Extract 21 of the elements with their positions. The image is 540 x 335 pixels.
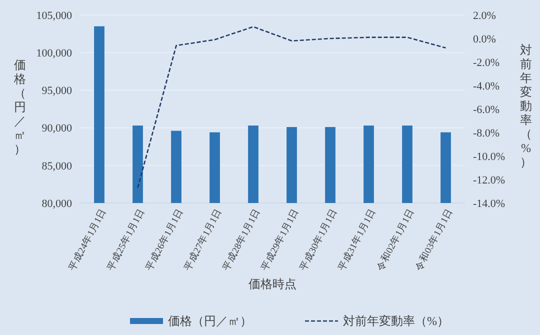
- y2-tick-label: -10.0%: [473, 150, 506, 163]
- y2-tick-label: -14.0%: [473, 198, 506, 210]
- y2-tick-label: -12.0%: [473, 174, 506, 186]
- y-tick-label: 100,000: [36, 47, 72, 60]
- y-axis-title: 価格（円／㎡）: [13, 58, 26, 156]
- legend-label: 対前年変動率（%）: [343, 314, 449, 328]
- x-axis-title: 価格時点: [248, 277, 296, 291]
- line-series: [137, 26, 446, 188]
- legend-label: 価格（円／㎡）: [168, 314, 252, 328]
- y2-tick-label: -2.0%: [473, 56, 500, 69]
- y2-tick-label: -4.0%: [473, 80, 500, 92]
- y-tick-label: 95,000: [42, 85, 72, 98]
- y2-tick-label: -6.0%: [473, 104, 500, 116]
- text: 対前年変動率（%）: [520, 43, 532, 169]
- y2-tick-label: 2.0%: [473, 10, 496, 22]
- y-tick-label: 80,000: [42, 198, 72, 210]
- y-tick-label: 85,000: [42, 160, 72, 172]
- y2-tick-label: -8.0%: [473, 127, 500, 140]
- y2-tick-label: 0.0%: [473, 33, 496, 46]
- y-tick-label: 90,000: [42, 122, 72, 135]
- y-tick-label: 105,000: [36, 10, 72, 22]
